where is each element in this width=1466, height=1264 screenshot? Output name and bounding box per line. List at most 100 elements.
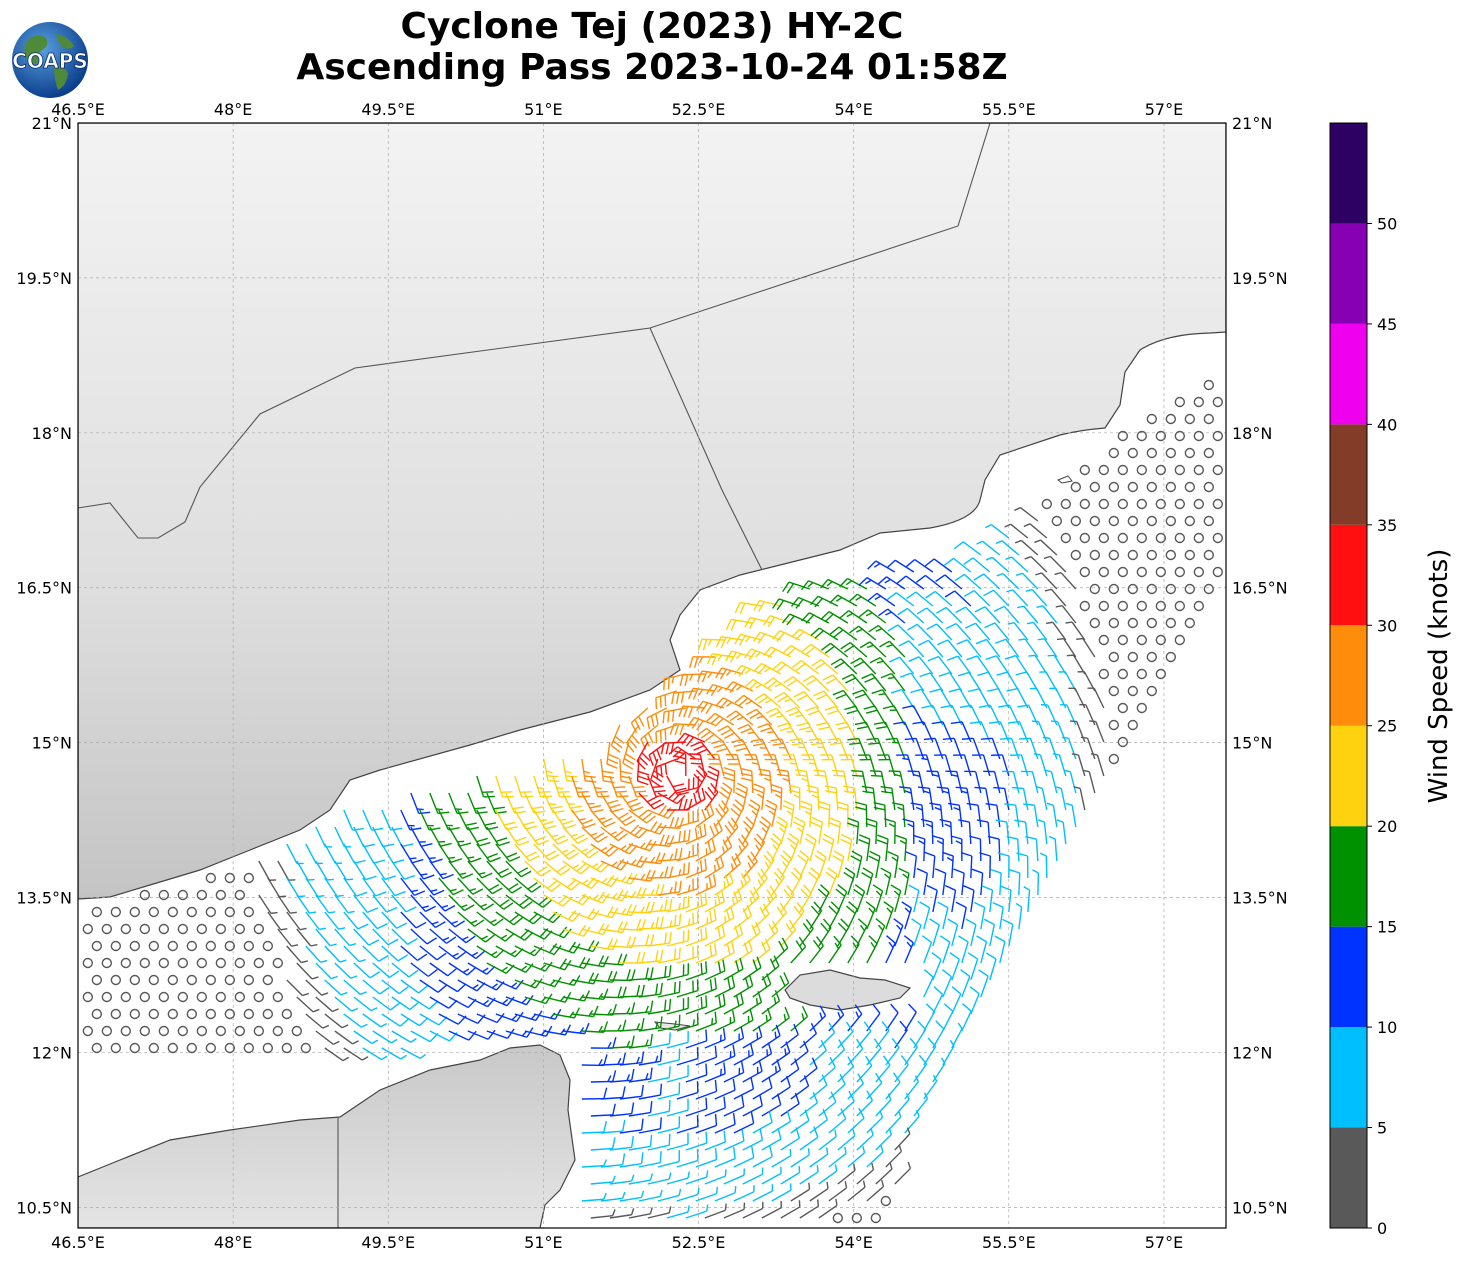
barb-staff — [853, 788, 858, 811]
barb-feather — [1031, 720, 1039, 723]
barb-feather — [704, 790, 713, 801]
wind-barb — [1174, 498, 1186, 510]
barb-feather — [696, 866, 699, 874]
wind-barb — [773, 691, 801, 709]
barb-staff — [1037, 721, 1048, 743]
barb-feather — [825, 677, 837, 685]
barb-staff — [638, 792, 655, 810]
calm-circle — [1060, 498, 1072, 510]
barb-feather — [1019, 737, 1031, 740]
barb-feather — [726, 637, 732, 645]
wind-barb — [861, 785, 877, 811]
wind-barb — [1203, 515, 1215, 527]
wind-barb — [1056, 637, 1077, 658]
wind-barb — [600, 792, 624, 813]
calm-circle — [1098, 498, 1110, 510]
barb-feather — [795, 598, 804, 609]
barb-staff — [849, 754, 858, 777]
calm-circle — [1203, 549, 1215, 561]
barb-feather — [813, 769, 826, 773]
barb-staff — [1076, 721, 1086, 743]
wind-barb — [1108, 481, 1120, 493]
lat-tick-label-right: 16.5°N — [1232, 579, 1288, 598]
wind-barb — [1136, 430, 1148, 442]
barb-feather — [675, 787, 687, 792]
barb-feather — [680, 691, 685, 704]
wind-barb — [802, 675, 830, 692]
wind-barb — [800, 580, 830, 591]
barb-feather — [984, 622, 996, 629]
barb-feather — [976, 540, 983, 545]
barb-feather — [602, 775, 615, 779]
barb-feather — [696, 727, 707, 736]
wind-barb — [976, 540, 1001, 556]
wind-barb — [945, 622, 972, 641]
wind-barb — [915, 574, 944, 590]
wind-barb — [725, 754, 744, 777]
barb-staff — [897, 624, 915, 641]
barb-feather — [716, 686, 723, 693]
wind-barb — [1193, 396, 1205, 408]
barb-feather — [767, 648, 777, 659]
wind-barb — [956, 639, 982, 658]
wind-barb — [832, 769, 849, 794]
barb-feather — [753, 783, 765, 789]
barb-feather — [908, 656, 920, 662]
barb-feather — [674, 755, 686, 760]
barb-feather — [556, 787, 564, 790]
barb-feather — [733, 665, 743, 675]
barb-staff — [1063, 638, 1077, 658]
barb-feather — [730, 619, 737, 631]
barb-feather — [733, 743, 745, 748]
calm-circle — [1117, 600, 1129, 612]
barb-feather — [336, 894, 344, 898]
wind-barb — [1098, 634, 1110, 646]
barb-feather — [521, 795, 534, 798]
barb-feather — [879, 640, 890, 648]
barb-staff — [682, 705, 705, 709]
wind-barb — [984, 524, 1010, 539]
barb-staff — [505, 792, 516, 814]
barb-feather — [650, 799, 662, 807]
wind-barb — [925, 590, 953, 607]
barb-feather — [711, 654, 718, 666]
barb-feather — [791, 660, 802, 669]
calm-circle — [1193, 430, 1205, 442]
wind-barb — [1155, 498, 1167, 510]
barb-feather — [801, 612, 810, 622]
barb-feather — [893, 721, 905, 725]
barb-feather — [744, 668, 751, 675]
barb-feather — [1050, 720, 1058, 723]
barb-feather — [668, 1133, 671, 1146]
barb-feather — [807, 582, 814, 588]
barb-staff — [817, 595, 839, 607]
wind-barb — [731, 738, 754, 760]
barb-feather — [606, 763, 618, 769]
barb-feather — [1046, 621, 1053, 625]
barb-feather — [589, 804, 602, 809]
barb-feather — [658, 805, 667, 816]
wind-barb — [897, 607, 925, 624]
barb-staff — [830, 754, 839, 777]
calm-circle — [1146, 651, 1158, 663]
calm-circle — [1108, 549, 1120, 561]
wind-barb — [839, 754, 858, 777]
wind-barb — [1050, 720, 1067, 743]
border-yemen-oman — [649, 327, 763, 571]
wind-barb — [1136, 464, 1148, 476]
barb-feather — [690, 741, 702, 748]
calm-circle — [1193, 464, 1205, 476]
wind-barb — [690, 741, 716, 760]
barb-staff — [628, 944, 651, 947]
calm-circle — [1098, 634, 1110, 646]
wind-barb — [917, 786, 934, 811]
barb-feather — [900, 672, 912, 678]
barb-staff — [730, 618, 753, 624]
barb-staff — [789, 613, 811, 624]
wind-barb — [765, 707, 792, 726]
barb-feather — [959, 704, 972, 709]
barb-feather — [910, 688, 922, 694]
globe-logo-icon: COAPS — [12, 22, 88, 98]
barb-feather — [767, 616, 776, 627]
barb-staff — [945, 606, 963, 624]
